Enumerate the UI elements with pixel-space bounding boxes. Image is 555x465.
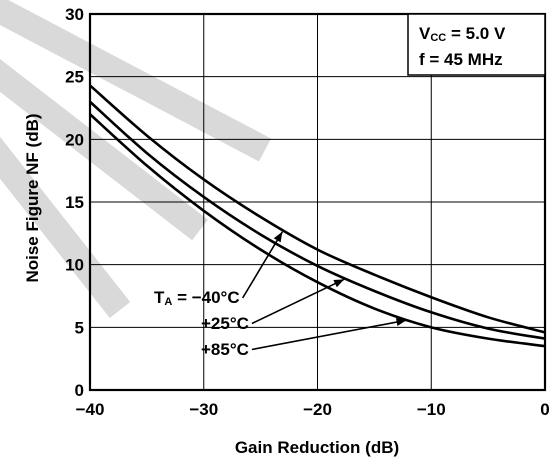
y-tick-label: 5 <box>75 318 84 337</box>
x-tick-label: −10 <box>417 400 446 419</box>
x-tick-labels: −40 −30 −20 −10 0 <box>76 400 550 419</box>
conditions-box <box>407 13 546 76</box>
leader-arrowhead-2 <box>395 318 407 326</box>
series-curves <box>89 84 546 348</box>
watermark-stripe-2 <box>0 136 131 319</box>
series-line-2 <box>89 113 546 348</box>
leader-line-0 <box>241 231 284 299</box>
y-tick-labels: 0 5 10 15 20 25 30 <box>65 5 84 400</box>
series-label-plus85: +85°C <box>201 340 249 359</box>
x-tick-label: −30 <box>189 400 218 419</box>
series-label-plus25: +25°C <box>201 314 249 333</box>
label-leader-arrows <box>241 231 407 351</box>
x-tick-label: −20 <box>303 400 332 419</box>
y-tick-label: 20 <box>65 130 84 149</box>
vcc-label: VCC = 5.0 V <box>419 24 506 44</box>
y-tick-label: 30 <box>65 5 84 24</box>
leader-line-2 <box>251 319 407 351</box>
leader-arrowhead-1 <box>333 279 345 288</box>
x-axis-title: Gain Reduction (dB) <box>235 438 399 457</box>
frequency-label: f = 45 MHz <box>419 50 503 69</box>
series-label-minus40: TA = −40°C <box>154 288 240 308</box>
y-tick-label: 25 <box>65 68 84 87</box>
plot-frame <box>88 12 547 392</box>
y-tick-label: 0 <box>75 381 84 400</box>
y-axis-title: Noise Figure NF (dB) <box>23 113 42 282</box>
series-line-0 <box>89 84 546 334</box>
watermark-stripe-0 <box>0 0 272 162</box>
x-tick-label: 0 <box>540 400 549 419</box>
leader-arrowhead-0 <box>273 231 283 243</box>
series-line-1 <box>89 100 546 340</box>
y-tick-label: 10 <box>65 256 84 275</box>
y-tick-label: 15 <box>65 193 84 212</box>
leader-line-1 <box>251 278 345 325</box>
x-tick-label: −40 <box>76 400 105 419</box>
grid-lines <box>90 14 545 390</box>
